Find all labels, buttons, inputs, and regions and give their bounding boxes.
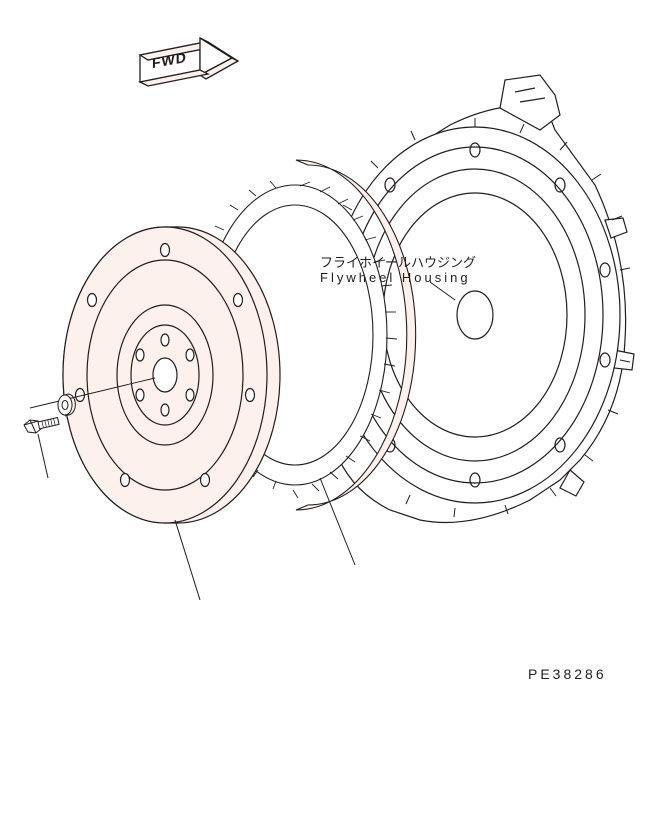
flywheel (63, 227, 280, 523)
bolt-leader (38, 434, 48, 478)
drawing-number: PE38286 (528, 666, 607, 682)
diagram-svg (0, 0, 647, 823)
housing-label-en: Flywheel Housing (320, 270, 471, 285)
diagram-canvas: FWD フライホイールハウジング Flywheel Housing PE3828… (0, 0, 647, 823)
flywheel-leader (175, 520, 200, 600)
housing-label-jp: フライホイールハウジング (320, 252, 476, 271)
bolt (24, 418, 59, 433)
